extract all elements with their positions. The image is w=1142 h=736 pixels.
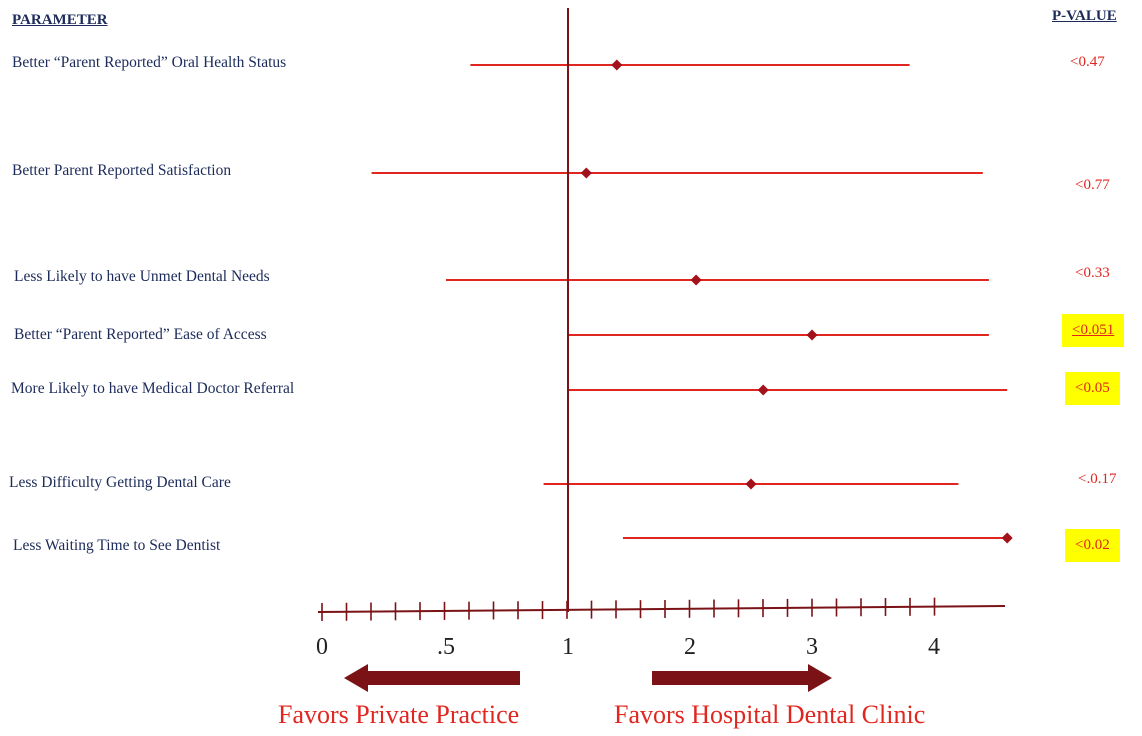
point-estimates <box>580 59 1013 544</box>
row-label: Less Difficulty Getting Dental Care <box>9 474 231 491</box>
row-label: Better “Parent Reported” Oral Health Sta… <box>12 54 287 71</box>
point-estimate-marker <box>757 384 769 396</box>
pvalue: <0.33 <box>1075 265 1110 281</box>
favors-right-label: Favors Hospital Dental Clinic <box>614 700 926 729</box>
x-tick-label: 0 <box>316 634 328 660</box>
parameter-header: PARAMETER <box>12 12 108 28</box>
x-axis-tick-labels: 0 .5 1 2 3 4 <box>316 634 940 660</box>
x-tick-label: 3 <box>806 634 818 660</box>
row-label: Better Parent Reported Satisfaction <box>12 162 232 179</box>
pvalue: <.0.17 <box>1078 471 1117 487</box>
point-estimate-marker <box>580 167 592 179</box>
x-axis-minor-ticks <box>321 597 936 621</box>
x-tick-label: 4 <box>928 634 940 660</box>
x-axis-line <box>317 605 1006 613</box>
right-arrow-icon <box>652 664 832 692</box>
row-label: Less Waiting Time to See Dentist <box>13 537 221 554</box>
point-estimate-marker <box>806 329 818 341</box>
ci-lines <box>371 64 1008 539</box>
pvalue-highlighted: <0.05 <box>1065 372 1120 405</box>
row-label: Better “Parent Reported” Ease of Access <box>14 326 267 343</box>
point-estimate-marker <box>690 274 702 286</box>
row-label: Less Likely to have Unmet Dental Needs <box>14 268 270 285</box>
favors-left-label: Favors Private Practice <box>278 700 520 729</box>
point-estimate-marker <box>611 59 623 71</box>
pvalue-highlighted: <0.02 <box>1065 529 1120 562</box>
pvalue-highlighted: <0.051 <box>1062 314 1125 347</box>
x-tick-label: 1 <box>562 634 574 660</box>
pvalue: <0.47 <box>1070 54 1105 70</box>
pvalue-header: P-VALUE <box>1052 8 1117 24</box>
pvalue: <0.77 <box>1075 177 1110 193</box>
left-arrow-icon <box>344 664 520 692</box>
x-tick-label: .5 <box>437 634 455 660</box>
x-tick-label: 2 <box>684 634 696 660</box>
point-estimate-marker <box>1001 532 1013 544</box>
point-estimate-marker <box>745 478 757 490</box>
row-label: More Likely to have Medical Doctor Refer… <box>11 380 295 397</box>
